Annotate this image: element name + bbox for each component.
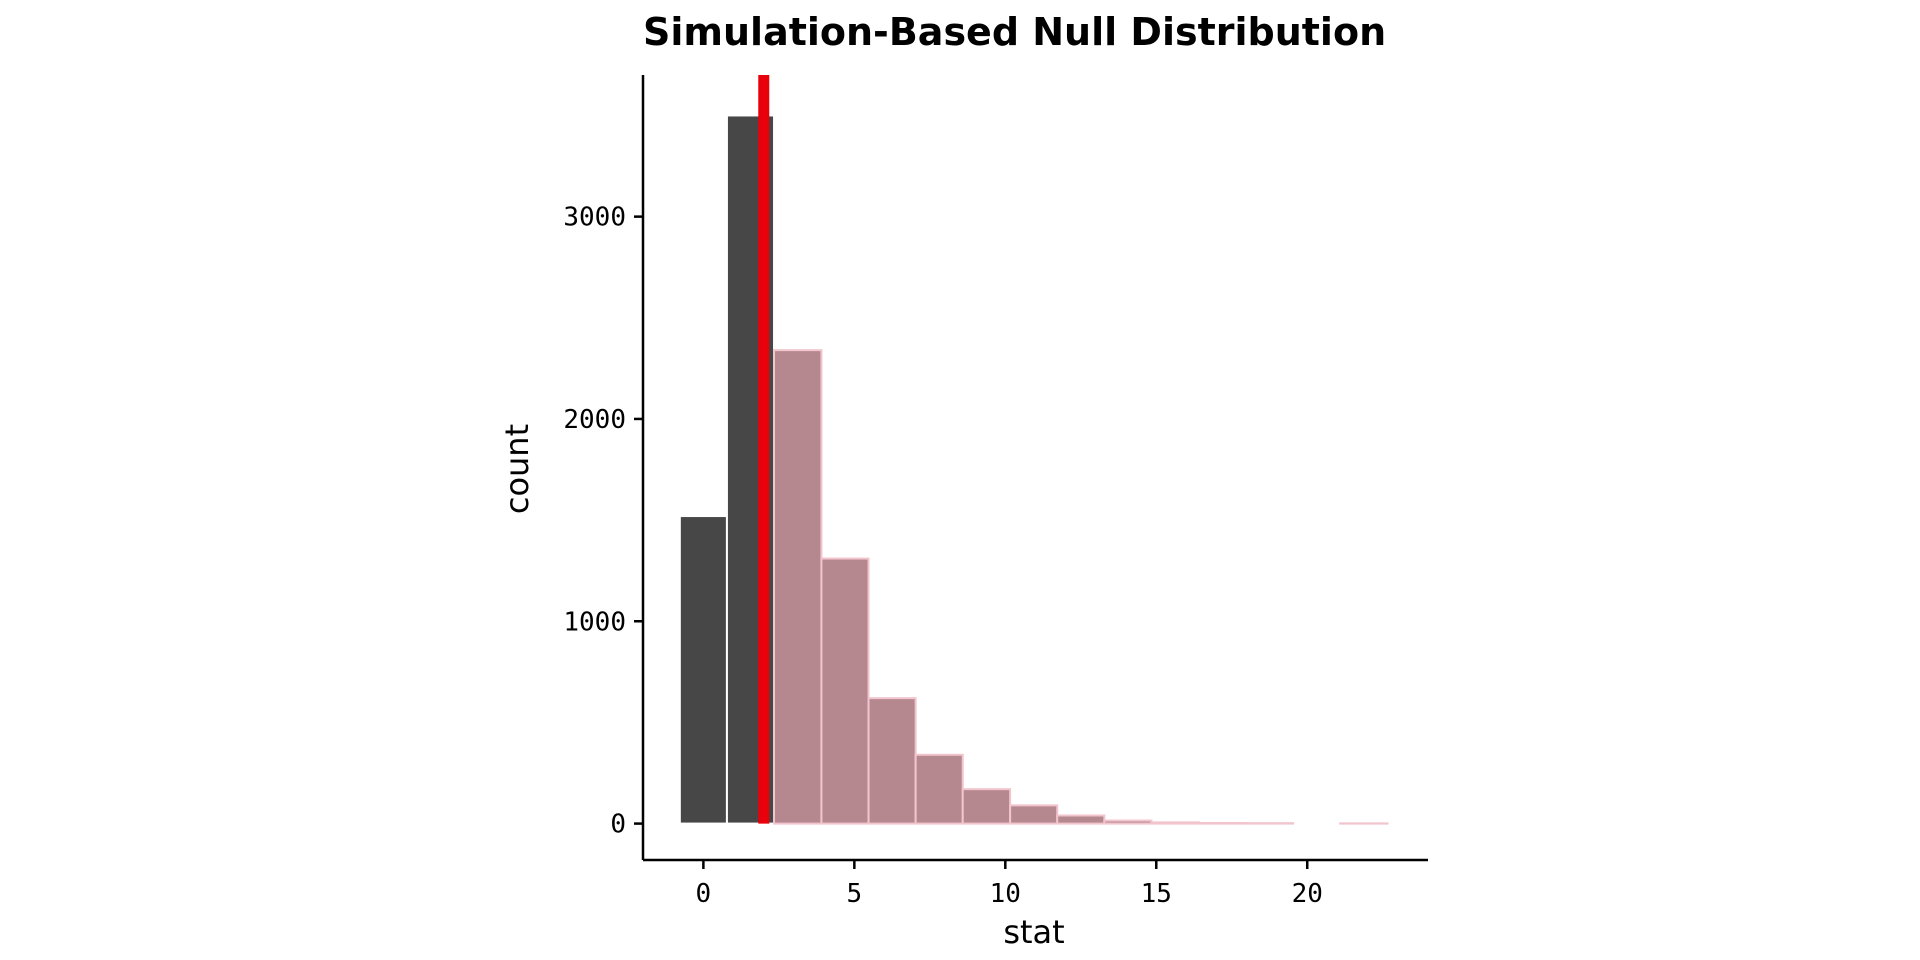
y-tick-label-2: 2000 [563, 405, 626, 435]
histogram-bar-10 [1150, 821, 1200, 825]
x-axis-title: stat [1003, 913, 1064, 951]
x-ticks-group: 0 5 10 15 20 [696, 860, 1323, 909]
y-axis-title: count [498, 424, 536, 514]
x-tick-label-3: 15 [1141, 879, 1172, 909]
bars-group [678, 114, 1389, 825]
x-tick-label-0: 0 [696, 879, 712, 909]
y-tick-label-0: 0 [610, 810, 626, 840]
histogram-bar-9 [1103, 819, 1153, 825]
axes-group [641, 75, 1428, 862]
chart-title: Simulation-Based Null Distribution [643, 10, 1386, 54]
histogram-bar-4 [867, 697, 917, 825]
histogram-bar-7 [1009, 804, 1059, 825]
x-tick-label-2: 10 [990, 879, 1021, 909]
y-ticks-group: 0 1000 2000 3000 [563, 203, 643, 840]
histogram-bar-11 [1197, 821, 1247, 825]
y-tick-label-1: 1000 [563, 607, 626, 637]
histogram-bar-8 [1056, 814, 1106, 825]
histogram-bar-3 [820, 557, 870, 825]
histogram-bar-0 [678, 515, 728, 825]
histogram-bar-2 [773, 349, 823, 825]
x-tick-label-1: 5 [847, 879, 863, 909]
y-tick-label-3: 3000 [563, 203, 626, 233]
histogram-bar-6 [961, 788, 1012, 825]
x-tick-label-4: 20 [1292, 879, 1323, 909]
histogram-bar-5 [914, 753, 964, 825]
